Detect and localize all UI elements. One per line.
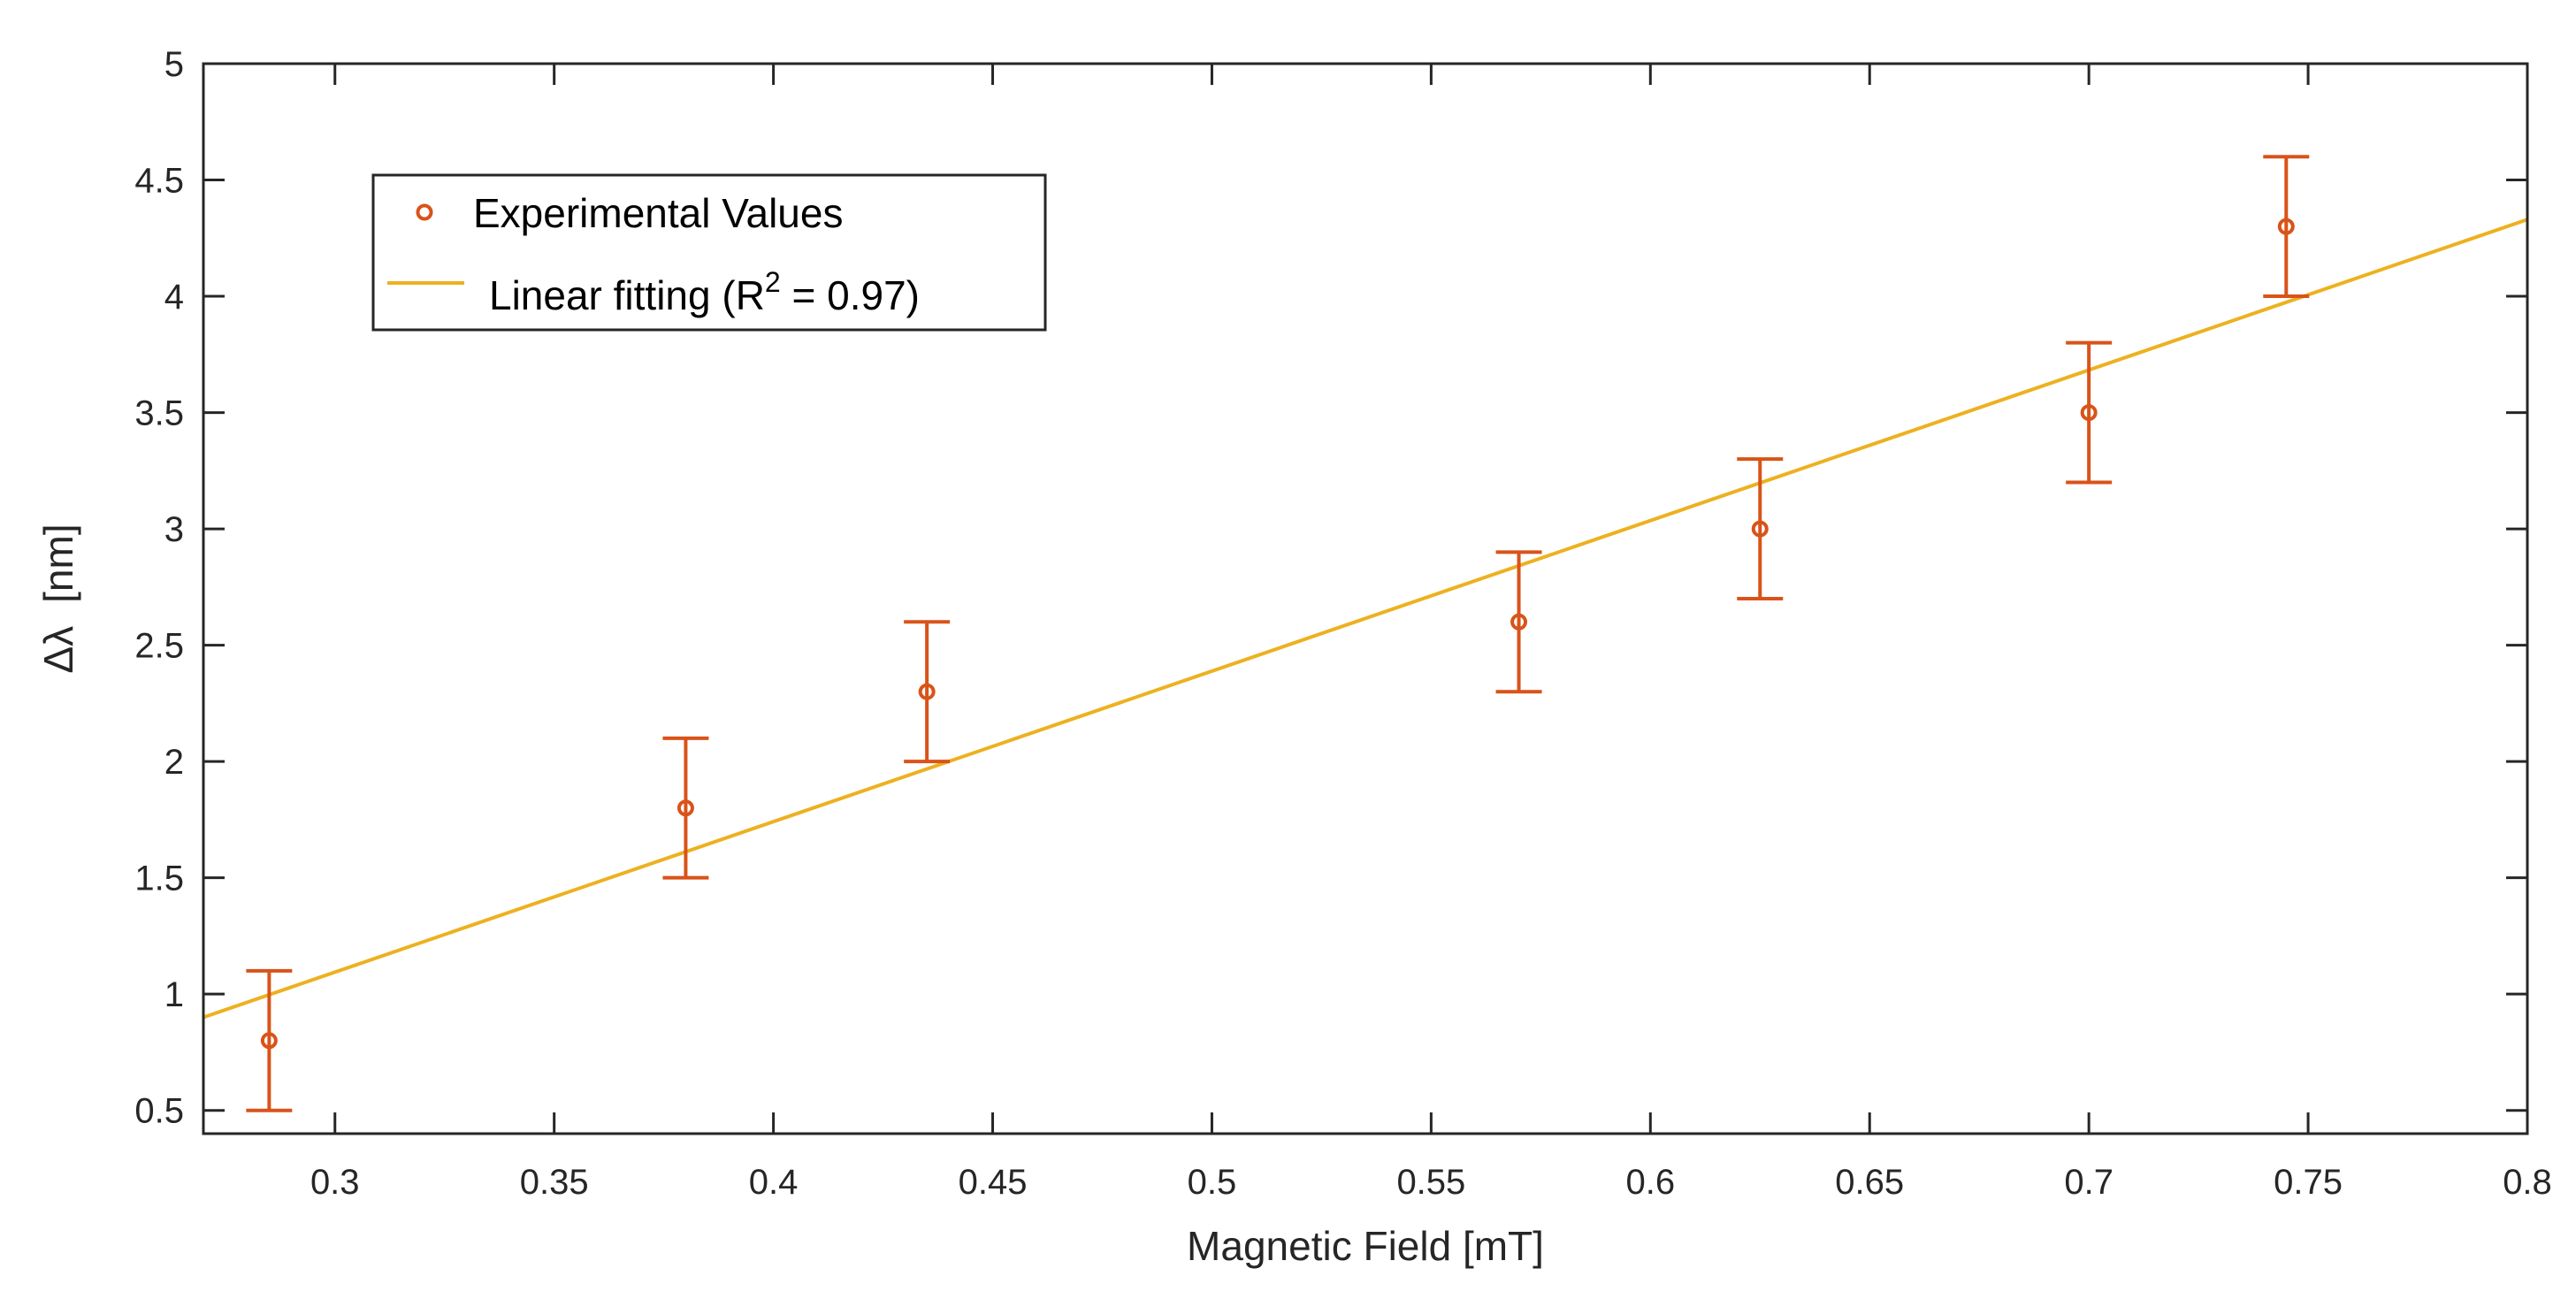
data-point [260, 1032, 278, 1050]
data-point-group [2263, 155, 2310, 299]
y-tick-label: 1 [164, 975, 184, 1014]
x-tick-label: 0.6 [1625, 1163, 1675, 1202]
data-point-group [246, 968, 293, 1112]
x-tick-label: 0.3 [310, 1163, 360, 1202]
y-axis: 0.5 1 1.5 2 2.5 3 3.5 4 4.5 5 [134, 45, 2527, 1131]
legend-marker-experimental [416, 203, 433, 221]
y-tick-label: 2.5 [134, 627, 184, 666]
x-axis-title: Magnetic Field [mT] [1187, 1223, 1544, 1269]
y-axis-title-unit: [nm] [35, 523, 81, 602]
legend-label-fit: Linear fitting (R2 = 0.97) [489, 266, 920, 318]
y-tick-label: 3 [164, 510, 184, 549]
data-point-group [662, 736, 709, 880]
legend-box [371, 173, 1047, 332]
data-point [676, 799, 694, 817]
legend-label-fit-prefix: Linear fitting (R [489, 272, 765, 318]
x-tick-label: 0.75 [2274, 1163, 2343, 1202]
legend-label-experimental: Experimental Values [473, 190, 843, 236]
y-tick-label: 5 [164, 45, 184, 84]
x-tick-label: 0.4 [749, 1163, 799, 1202]
axes-box [202, 62, 2529, 1135]
data-point [2080, 404, 2098, 422]
x-tick-label: 0.35 [520, 1163, 589, 1202]
legend-label-fit-suffix: = 0.97) [781, 272, 920, 318]
data-point [918, 683, 936, 700]
y-tick-label: 4 [164, 278, 184, 317]
data-point-group [1737, 457, 1784, 600]
x-tick-label: 0.8 [2503, 1163, 2552, 1202]
y-tick-label: 1.5 [134, 860, 184, 898]
data-point [1751, 520, 1769, 538]
data-point-group [1495, 550, 1542, 694]
x-tick-label: 0.7 [2064, 1163, 2114, 1202]
data-points-layer [246, 155, 2310, 1112]
x-tick-label: 0.5 [1188, 1163, 1237, 1202]
fit-line [203, 218, 2528, 1020]
legend-label-fit-sup: 2 [765, 266, 781, 298]
y-tick-label: 4.5 [134, 162, 184, 201]
y-tick-label: 0.5 [134, 1092, 184, 1131]
fit-line-layer [203, 218, 2528, 1020]
y-axis-title-symbol: Δλ [35, 626, 81, 674]
y-axis-title: Δλ [nm] [35, 523, 81, 673]
data-point [1510, 613, 1528, 630]
data-point-group [2066, 340, 2113, 485]
x-tick-label: 0.65 [1835, 1163, 1904, 1202]
x-axis: 0.3 0.35 0.4 0.45 0.5 0.55 0.6 0.65 0.7 0.75 0.8 [310, 64, 2552, 1202]
y-tick-label: 3.5 [134, 394, 184, 433]
legend: Experimental Values Linear fitting (R2 =… [371, 173, 1047, 332]
y-tick-label: 2 [164, 743, 184, 782]
data-point-group [904, 620, 951, 764]
x-tick-label: 0.55 [1396, 1163, 1465, 1202]
data-point [2277, 218, 2295, 235]
x-tick-label: 0.45 [959, 1163, 1028, 1202]
